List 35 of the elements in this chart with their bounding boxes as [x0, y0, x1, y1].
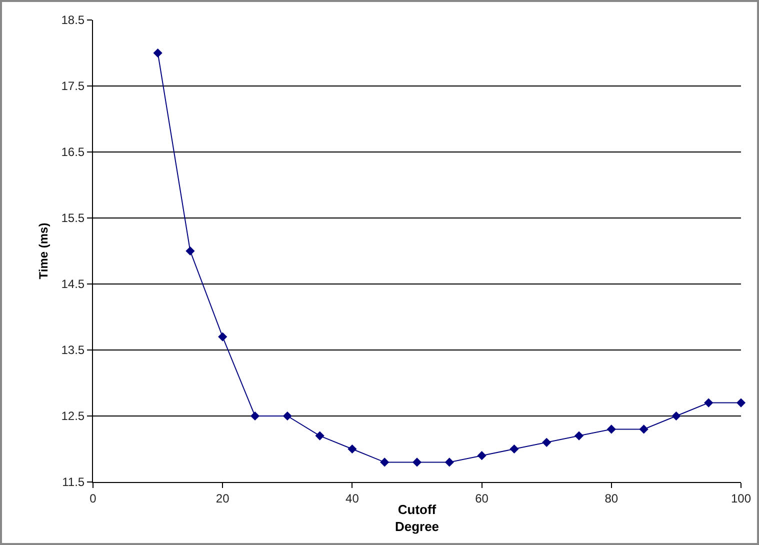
point: [315, 431, 324, 440]
y-axis-title: Time (ms): [36, 222, 51, 280]
point: [477, 451, 486, 460]
point: [704, 398, 714, 408]
point: [412, 458, 422, 467]
y-tick-label: 12.5: [61, 409, 85, 424]
x-tick-label: 20: [216, 491, 230, 506]
x-tick-label: 80: [604, 491, 618, 506]
point: [380, 458, 390, 467]
point: [510, 444, 519, 454]
point: [348, 444, 357, 454]
point: [639, 424, 648, 434]
x-tick-label: 100: [730, 491, 752, 506]
point: [574, 431, 584, 440]
point: [736, 398, 746, 408]
y-tick-label: 18.5: [61, 13, 85, 28]
point: [186, 246, 195, 256]
point: [250, 411, 260, 421]
point: [444, 458, 454, 467]
point: [542, 438, 552, 447]
y-tick-label: 11.5: [62, 475, 85, 490]
y-tick-label: 13.5: [61, 343, 85, 358]
y-tick-label: 15.5: [61, 211, 85, 226]
point: [153, 48, 162, 58]
x-tick-label: 0: [90, 491, 97, 506]
y-tick-label: 16.5: [61, 145, 85, 160]
x-tick-label: 40: [346, 491, 360, 506]
point: [672, 411, 681, 421]
x-axis-title: Cutoff Degree: [394, 502, 440, 534]
point: [606, 424, 616, 434]
y-tick-label: 17.5: [61, 79, 85, 94]
point: [218, 332, 228, 342]
x-tick-label: 60: [475, 491, 489, 506]
point: [282, 411, 292, 421]
y-tick-label: 14.5: [61, 277, 85, 292]
